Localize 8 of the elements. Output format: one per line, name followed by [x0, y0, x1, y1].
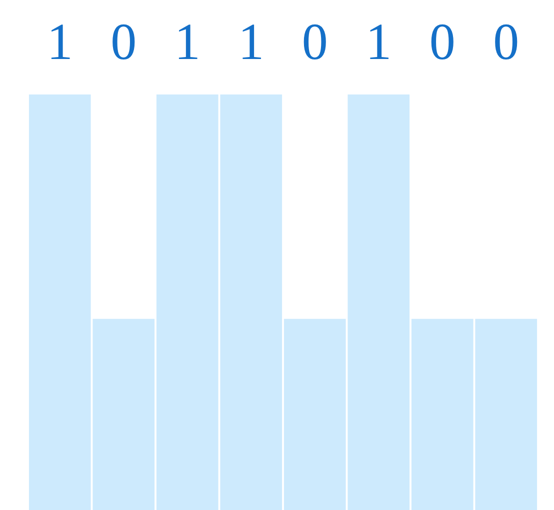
x-tick-label: 0 — [429, 14, 456, 71]
x-tick-label: 0 — [110, 14, 137, 71]
x-tick-label: 1 — [238, 14, 264, 71]
x-tick-label: 1 — [174, 14, 200, 71]
x-tick-label: 1 — [46, 14, 73, 71]
x-tick-label: 0 — [302, 14, 328, 71]
x-tick-label: 1 — [366, 14, 392, 71]
x-tick-label: 0 — [493, 14, 520, 71]
